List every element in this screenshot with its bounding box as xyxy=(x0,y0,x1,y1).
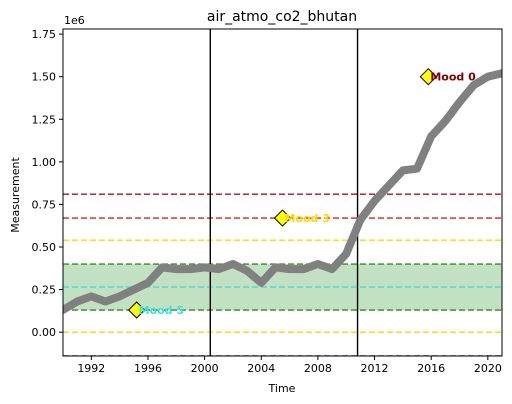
series-point-13 xyxy=(246,270,248,272)
series-point-15 xyxy=(274,266,277,269)
axes-frame xyxy=(62,28,503,357)
series-point-14 xyxy=(260,282,262,284)
series-point-28 xyxy=(458,101,461,103)
series-point-24 xyxy=(402,169,404,171)
y-scale-label: 1e6 xyxy=(64,14,85,27)
series-point-23 xyxy=(388,185,390,187)
series-point-6 xyxy=(147,282,149,284)
series-point-27 xyxy=(444,120,446,122)
annotation-marker-1 xyxy=(273,209,292,227)
series-point-22 xyxy=(373,200,376,202)
annotation-label-1: Mood 3 xyxy=(285,212,330,225)
x-tick-label-4: 2008 xyxy=(304,362,332,375)
y-tick-label-6: 1.50 xyxy=(32,71,57,84)
series-point-5 xyxy=(133,288,135,291)
series-point-21 xyxy=(359,219,361,221)
series-point-26 xyxy=(430,135,432,137)
series-point-16 xyxy=(288,268,291,270)
series-point-12 xyxy=(232,263,234,265)
series-point-8 xyxy=(175,268,177,270)
y-tick-label-2: 0.50 xyxy=(32,241,57,254)
chart-title: air_atmo_co2_bhutan xyxy=(207,9,357,25)
x-tick-label-5: 2012 xyxy=(361,362,389,375)
series-line-0 xyxy=(63,69,502,314)
series-point-29 xyxy=(473,84,475,86)
series-point-25 xyxy=(416,168,418,170)
series-point-19 xyxy=(331,268,333,270)
plot-area xyxy=(63,29,502,356)
series-point-3 xyxy=(104,300,107,303)
series-point-17 xyxy=(303,268,305,270)
y-tick-label-4: 1.00 xyxy=(32,156,57,169)
annotation-marker-2 xyxy=(419,67,438,86)
y-tick-label-7: 1.75 xyxy=(32,28,57,41)
annotation-marker-0 xyxy=(127,301,146,319)
x-tick-label-7: 2020 xyxy=(474,362,502,375)
x-tick-label-0: 1992 xyxy=(77,362,105,375)
series-point-1 xyxy=(76,300,78,303)
x-axis-label: Time xyxy=(268,382,296,395)
annotation-label-2: Mood 0 xyxy=(430,71,476,84)
x-tick-label-1: 1996 xyxy=(134,362,162,375)
series-point-10 xyxy=(204,266,206,269)
series-point-18 xyxy=(317,263,319,265)
y-tick-label-5: 1.25 xyxy=(32,113,57,126)
y-axis-label: Measurement xyxy=(9,157,22,233)
y-tick-label-3: 0.75 xyxy=(32,198,57,211)
series-point-20 xyxy=(345,253,347,255)
series-point-4 xyxy=(119,295,121,297)
y-tick-label-1: 0.25 xyxy=(32,284,57,297)
series-point-30 xyxy=(487,76,489,78)
x-tick-label-6: 2016 xyxy=(417,362,445,375)
series-point-9 xyxy=(189,268,192,270)
annotation-label-0: Mood 5 xyxy=(139,304,184,317)
series-point-11 xyxy=(218,268,220,270)
x-tick-label-3: 2004 xyxy=(247,362,275,375)
y-tick-label-0: 0.00 xyxy=(32,326,57,339)
x-tick-label-2: 2000 xyxy=(191,362,219,375)
series-point-7 xyxy=(161,266,163,269)
series-point-2 xyxy=(90,295,92,297)
